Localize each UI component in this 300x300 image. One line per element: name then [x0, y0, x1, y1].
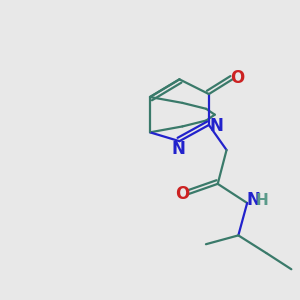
- Text: O: O: [230, 69, 244, 87]
- Text: N: N: [172, 140, 186, 158]
- Text: H: H: [256, 193, 269, 208]
- Text: N: N: [247, 191, 261, 209]
- Text: N: N: [209, 117, 223, 135]
- Text: O: O: [175, 185, 190, 203]
